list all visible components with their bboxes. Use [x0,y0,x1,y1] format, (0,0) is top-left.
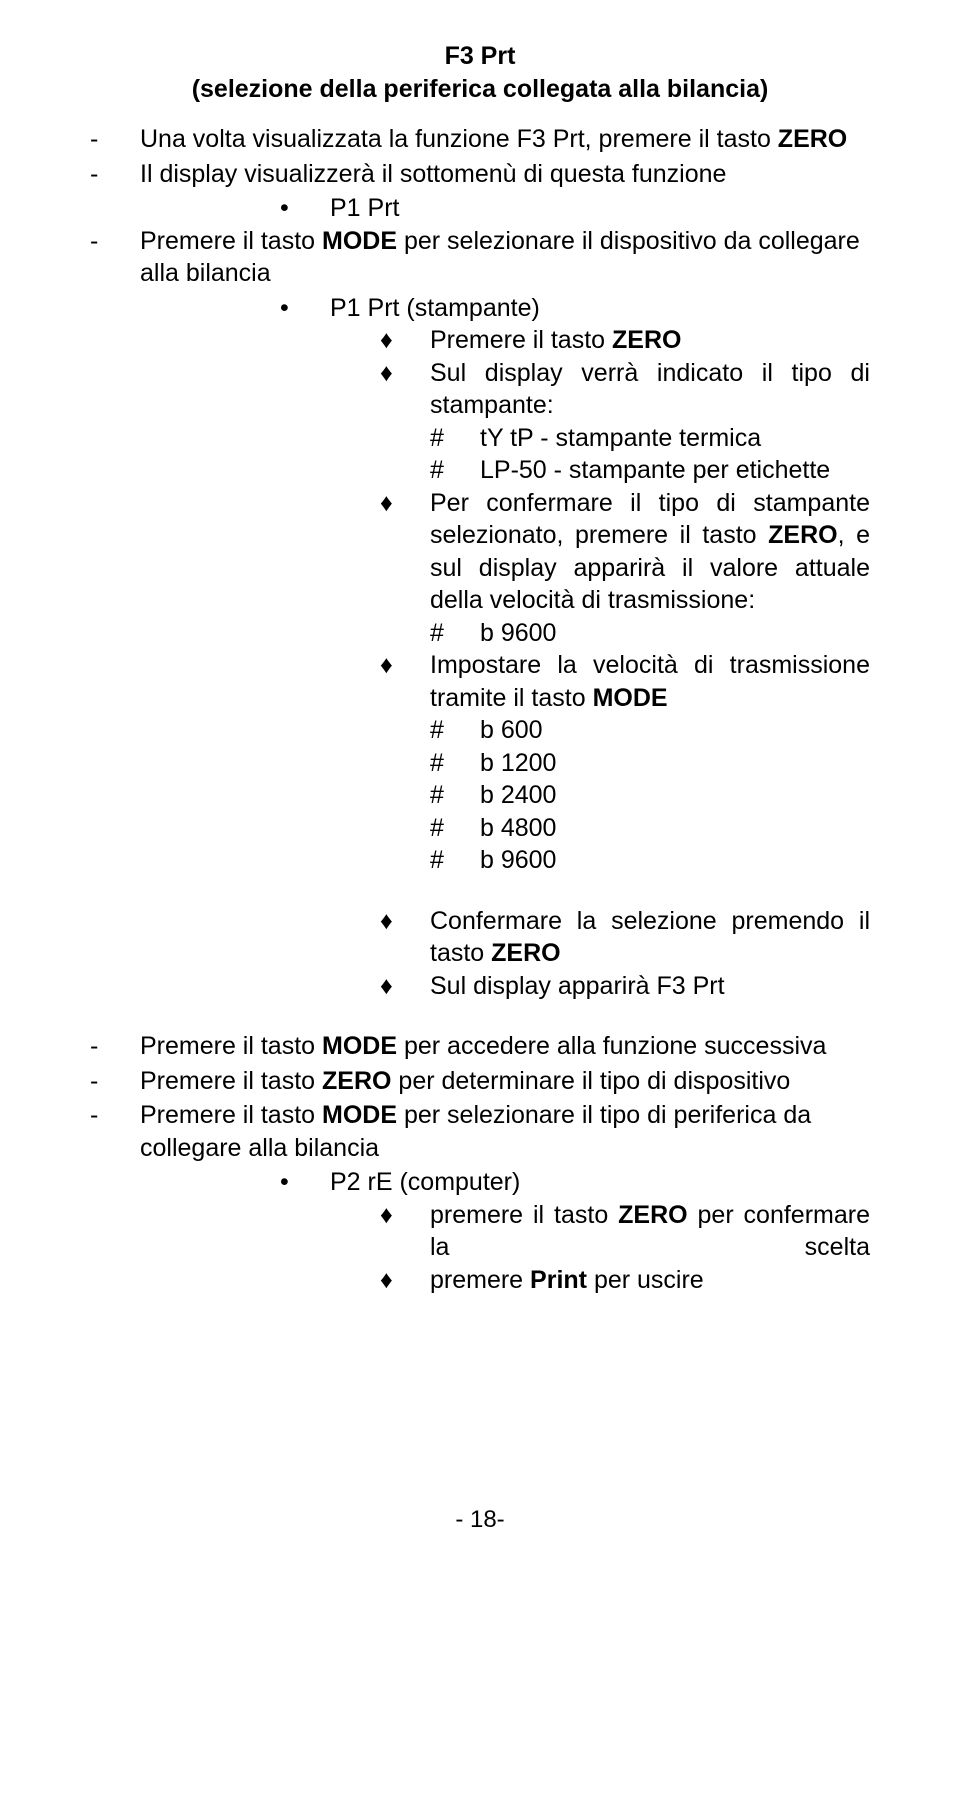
hash-item: # b 4800 [430,812,870,845]
hash-text: b 2400 [480,779,556,812]
bullet-text: P1 Prt (stampante) [330,292,540,325]
sub-item: ♦ premere Print per uscire [380,1264,870,1297]
diamond-icon: ♦ [380,970,430,1003]
bullet-text: P2 rE (computer) [330,1166,520,1199]
hash-icon: # [430,422,480,455]
dash-icon: - [90,1099,140,1164]
hash-text: b 9600 [480,617,556,650]
diamond-icon: ♦ [380,905,430,970]
sub-text: premere Print per uscire [430,1264,704,1297]
sub-text: Confermare la selezione premendo il tast… [430,905,870,970]
sub-text: Per confermare il tipo di stampante sele… [430,487,870,617]
sub-text: Premere il tasto ZERO [430,324,681,357]
bullet-icon: • [280,292,330,325]
title-line-1: F3 Prt [445,42,516,70]
hash-icon: # [430,812,480,845]
bullet-icon: • [280,1166,330,1199]
diamond-icon: ♦ [380,1264,430,1297]
item-text: Il display visualizzerà il sottomenù di … [140,158,870,191]
dash-icon: - [90,158,140,191]
hash-icon: # [430,844,480,877]
hash-icon: # [430,454,480,487]
dash-icon: - [90,1030,140,1063]
hash-icon: # [430,617,480,650]
hash-text: b 1200 [480,747,556,780]
page: F3 Prt (selezione della periferica colle… [0,0,960,1574]
list-item: - Una volta visualizzata la funzione F3 … [90,123,870,156]
hash-text: b 9600 [480,844,556,877]
sub-item: ♦ Confermare la selezione premendo il ta… [380,905,870,970]
bullet-item: • P1 Prt (stampante) [280,292,870,325]
hash-text: tY tP - stampante termica [480,422,761,455]
list-item: - Premere il tasto MODE per selezionare … [90,1099,870,1164]
hash-item: # tY tP - stampante termica [430,422,870,455]
item-text: Premere il tasto MODE per selezionare il… [140,225,870,290]
hash-item: # b 2400 [430,779,870,812]
page-title: F3 Prt (selezione della periferica colle… [90,40,870,105]
sub-item: ♦ Sul display verrà indicato il tipo di … [380,357,870,422]
hash-text: b 600 [480,714,543,747]
sub-text: Impostare la velocità di trasmissione tr… [430,649,870,714]
diamond-icon: ♦ [380,1199,430,1264]
list-item: - Premere il tasto MODE per selezionare … [90,225,870,290]
bullet-icon: • [280,192,330,225]
hash-text: b 4800 [480,812,556,845]
page-number: - 18- [90,1506,870,1534]
list-item: - Premere il tasto MODE per accedere all… [90,1030,870,1063]
list-item: - Premere il tasto ZERO per determinare … [90,1065,870,1098]
hash-text: LP-50 - stampante per etichette [480,454,830,487]
diamond-icon: ♦ [380,357,430,422]
bullet-text: P1 Prt [330,192,399,225]
hash-item: # LP-50 - stampante per etichette [430,454,870,487]
sub-item: ♦ premere il tasto ZERO per confermare l… [380,1199,870,1264]
bullet-item: • P1 Prt [280,192,870,225]
sub-text: Sul display verrà indicato il tipo di st… [430,357,870,422]
list-item: - Il display visualizzerà il sottomenù d… [90,158,870,191]
diamond-icon: ♦ [380,487,430,617]
diamond-icon: ♦ [380,324,430,357]
hash-icon: # [430,779,480,812]
sub-item: ♦ Per confermare il tipo di stampante se… [380,487,870,617]
sub-item: ♦ Premere il tasto ZERO [380,324,870,357]
dash-icon: - [90,225,140,290]
hash-item: # b 1200 [430,747,870,780]
title-line-2: (selezione della periferica collegata al… [192,75,769,103]
dash-icon: - [90,123,140,156]
item-text: Premere il tasto MODE per selezionare il… [140,1099,870,1164]
dash-icon: - [90,1065,140,1098]
item-text: Premere il tasto ZERO per determinare il… [140,1065,870,1098]
sub-item: ♦ Impostare la velocità di trasmissione … [380,649,870,714]
hash-item: # b 600 [430,714,870,747]
hash-icon: # [430,714,480,747]
sub-text: Sul display apparirà F3 Prt [430,970,725,1003]
main-list: - Una volta visualizzata la funzione F3 … [90,123,870,1296]
hash-icon: # [430,747,480,780]
sub-text: premere il tasto ZERO per confermare la … [430,1199,870,1264]
item-text: Una volta visualizzata la funzione F3 Pr… [140,123,870,156]
hash-item: # b 9600 [430,844,870,877]
diamond-icon: ♦ [380,649,430,714]
hash-item: # b 9600 [430,617,870,650]
sub-item: ♦ Sul display apparirà F3 Prt [380,970,870,1003]
bullet-item: • P2 rE (computer) [280,1166,870,1199]
item-text: Premere il tasto MODE per accedere alla … [140,1030,870,1063]
